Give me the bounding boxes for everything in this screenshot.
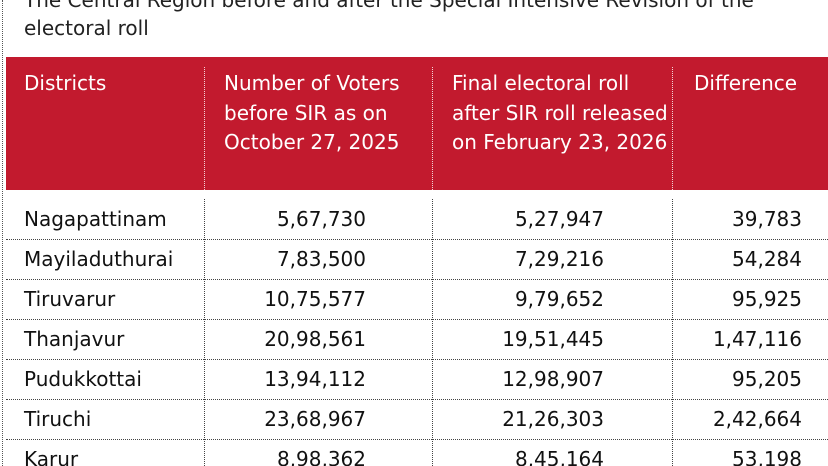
column-separator	[432, 199, 433, 466]
number-cell: 8,98,362	[276, 447, 366, 466]
district-name: Karur	[24, 447, 79, 466]
number-cell: 5,27,947	[514, 207, 604, 231]
number-cell: 95,205	[732, 367, 802, 391]
number-cell: 5,67,730	[276, 207, 366, 231]
table-row: Tiruvarur 10,75,577 9,79,652 95,925	[6, 279, 828, 320]
number-cell: 2,42,664	[712, 407, 802, 431]
table-row: Nagapattinam 5,67,730 5,27,947 39,783	[6, 199, 828, 240]
number-cell: 21,26,303	[502, 407, 604, 431]
column-header: Final electoral roll after SIR roll rele…	[452, 71, 668, 154]
number-cell: 9,79,652	[514, 287, 604, 311]
number-cell: 39,783	[732, 207, 802, 231]
table-row: Tiruchi 23,68,967 21,26,303 2,42,664	[6, 399, 828, 440]
number-cell: 53,198	[732, 447, 802, 466]
number-cell: 1,47,116	[712, 327, 802, 351]
table-header: Districts Number of Voters before SIR as …	[6, 57, 828, 190]
number-cell: 7,83,500	[276, 247, 366, 271]
left-border	[2, 0, 3, 466]
title: The Central Region before and after the …	[24, 0, 754, 40]
table-row: Mayiladuthurai 7,83,500 7,29,216 54,284	[6, 239, 828, 280]
table-row: Karur 8,98,362 8,45,164 53,198	[6, 439, 828, 466]
number-cell: 12,98,907	[502, 367, 604, 391]
column-header: Districts	[24, 71, 107, 95]
number-cell: 10,75,577	[264, 287, 366, 311]
number-cell: 54,284	[732, 247, 802, 271]
column-separator	[204, 199, 205, 466]
number-cell: 13,94,112	[264, 367, 366, 391]
column-separator	[672, 199, 673, 466]
district-name: Thanjavur	[24, 327, 125, 351]
district-name: Nagapattinam	[24, 207, 167, 231]
number-cell: 8,45,164	[514, 447, 604, 466]
column-header: Difference	[694, 71, 798, 95]
district-name: Pudukkottai	[24, 367, 142, 391]
header-separator	[672, 67, 673, 190]
table-row: Thanjavur 20,98,561 19,51,445 1,47,116	[6, 319, 828, 360]
header-separator	[204, 67, 205, 190]
header-separator	[432, 67, 433, 190]
district-name: Tiruvarur	[24, 287, 116, 311]
column-header: Number of Voters before SIR as on Octobe…	[224, 71, 400, 154]
table-row: Pudukkottai 13,94,112 12,98,907 95,205	[6, 359, 828, 400]
number-cell: 95,925	[732, 287, 802, 311]
number-cell: 7,29,216	[514, 247, 604, 271]
number-cell: 23,68,967	[264, 407, 366, 431]
number-cell: 20,98,561	[264, 327, 366, 351]
district-name: Tiruchi	[24, 407, 92, 431]
number-cell: 19,51,445	[502, 327, 604, 351]
district-name: Mayiladuthurai	[24, 247, 174, 271]
